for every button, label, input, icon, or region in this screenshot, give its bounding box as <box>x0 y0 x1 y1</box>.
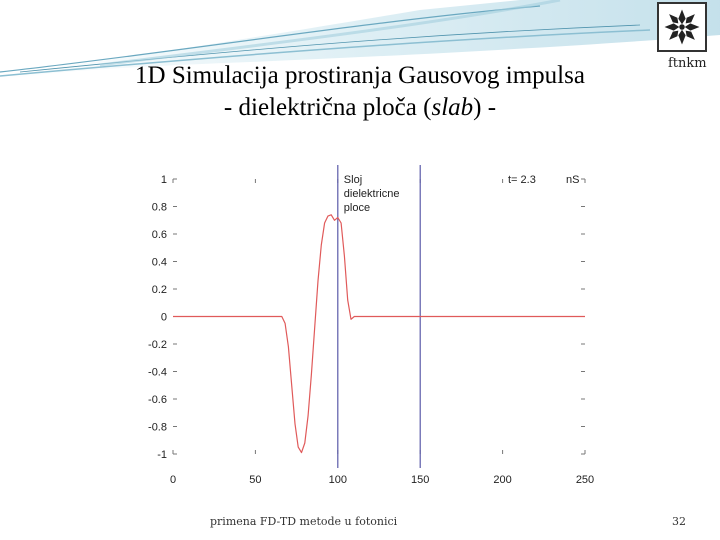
y-tick-label: 0 <box>161 312 167 324</box>
title-italic-word: slab <box>431 94 474 121</box>
y-tick-label: 0.4 <box>152 257 167 269</box>
title-line-2-text: - dielektrična ploča (slab) - <box>223 94 497 121</box>
y-tick-label: -0.8 <box>148 422 167 434</box>
slide-title: 1D Simulacija prostiranja Gausovog impul… <box>60 60 660 124</box>
slab-annotation-text: dielektricne <box>344 188 400 200</box>
y-tick-label: 0.6 <box>152 229 167 241</box>
time-unit-label: nS <box>566 174 579 186</box>
slide-footer: primena FD-TD metode u fotonici <box>210 515 398 528</box>
y-tick-label: 0.2 <box>152 284 167 296</box>
x-tick-label: 150 <box>411 474 429 486</box>
faculty-logo <box>657 2 707 52</box>
slab-annotation-text: Sloj <box>344 174 362 186</box>
y-tick-label: -0.2 <box>148 339 167 351</box>
title-line-2: - dielektrična ploča (slab) - <box>60 92 660 124</box>
x-tick-label: 0 <box>170 474 176 486</box>
y-tick-label: -1 <box>157 449 167 461</box>
y-tick-label: 0.8 <box>152 202 167 214</box>
x-tick-label: 50 <box>249 474 261 486</box>
line-chart: 1 0.8 0.6 0.4 0.2 0 -0.2 -0.4 -0.6 -0.8 -1 0 50 100 15… <box>148 165 594 486</box>
pulse-series-line <box>173 214 585 454</box>
time-label: t= 2.3 <box>508 174 536 186</box>
decorative-banner <box>0 0 720 80</box>
y-tick-label: -0.6 <box>148 394 167 406</box>
snowflake-emblem-icon <box>661 6 703 48</box>
title-line-1: 1D Simulacija prostiranja Gausovog impul… <box>135 62 585 89</box>
slab-annotation-text: ploce <box>344 202 370 214</box>
brand-label: ftnkm <box>668 56 707 71</box>
y-tick-label: 1 <box>161 174 167 186</box>
x-tick-label: 250 <box>576 474 594 486</box>
x-tick-label: 100 <box>329 474 347 486</box>
page-number: 32 <box>672 515 686 528</box>
y-tick-label: -0.4 <box>148 367 167 379</box>
x-tick-label: 200 <box>493 474 511 486</box>
